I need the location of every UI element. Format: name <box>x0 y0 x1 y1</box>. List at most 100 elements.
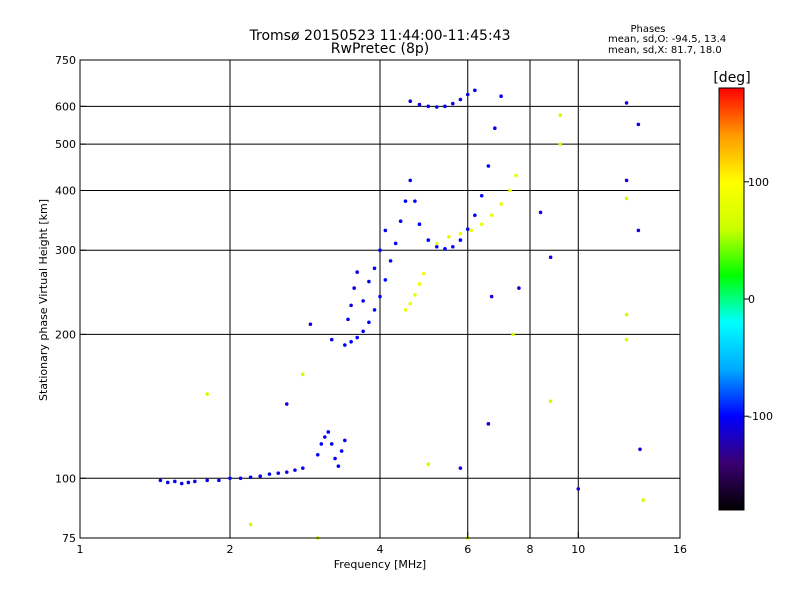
x-tick-label: 2 <box>227 543 234 556</box>
data-point <box>413 199 417 203</box>
colorbar <box>718 87 745 511</box>
x-tick-label: 4 <box>377 543 384 556</box>
data-point <box>426 238 431 242</box>
chart-title: Tromsø 20150523 11:44:00-11:45:43 <box>249 28 511 44</box>
data-point <box>276 471 281 475</box>
data-point <box>352 286 356 290</box>
stats-line-o: mean, sd,O: -94.5, 13.4 <box>608 34 726 45</box>
data-point <box>499 202 503 206</box>
data-point <box>489 213 494 218</box>
data-points <box>158 88 646 540</box>
data-point <box>413 293 417 297</box>
data-point <box>361 299 365 303</box>
colorbar-ticks: 100 0 -100 <box>744 176 773 423</box>
data-point <box>451 101 455 106</box>
data-point <box>372 266 377 271</box>
data-point <box>624 196 629 201</box>
data-point <box>408 99 413 103</box>
data-point <box>636 228 641 233</box>
data-point <box>248 475 253 480</box>
data-point <box>486 164 491 168</box>
data-point <box>473 213 477 218</box>
data-point <box>638 447 642 452</box>
data-point <box>473 88 477 93</box>
data-point <box>548 399 553 403</box>
data-point <box>624 312 629 317</box>
data-point <box>238 476 243 481</box>
data-point <box>205 392 209 396</box>
data-point <box>346 317 350 322</box>
data-point <box>558 113 563 117</box>
data-point <box>417 222 422 227</box>
data-point <box>511 332 515 337</box>
data-point <box>186 480 191 485</box>
y-tick-label: 100 <box>55 472 76 485</box>
data-point <box>258 474 263 479</box>
x-axis-label: Frequency [MHz] <box>334 558 426 571</box>
data-point <box>403 308 408 312</box>
data-point <box>301 372 305 377</box>
data-point <box>193 479 197 484</box>
data-point <box>319 442 324 446</box>
x-ticks: 1 2 4 6 8 10 16 <box>77 532 687 556</box>
data-point <box>624 337 629 342</box>
data-point <box>624 101 629 105</box>
data-point <box>349 303 353 308</box>
data-point <box>228 476 232 481</box>
data-point <box>393 241 398 246</box>
y-tick-label: 600 <box>55 100 76 113</box>
data-point <box>293 468 297 472</box>
data-point <box>417 102 422 107</box>
y-tick-label: 400 <box>55 184 76 197</box>
data-point <box>315 452 320 457</box>
y-axis-label: Stationary phase Virtual Height [km] <box>37 199 50 401</box>
data-point <box>267 472 272 476</box>
data-point <box>443 247 447 251</box>
data-point <box>408 301 413 306</box>
data-point <box>636 122 641 127</box>
data-point <box>336 464 341 468</box>
data-point <box>349 339 353 344</box>
data-point <box>465 92 470 97</box>
data-point <box>479 222 484 227</box>
data-point <box>173 479 177 484</box>
y-tick-label: 500 <box>55 138 76 151</box>
data-point <box>434 244 439 249</box>
data-point <box>383 278 388 282</box>
data-point <box>333 456 337 461</box>
y-tick-label: 75 <box>62 532 76 545</box>
data-point <box>434 105 439 109</box>
colorbar-label: [deg] <box>713 70 750 86</box>
x-tick-label: 10 <box>571 543 585 556</box>
data-point <box>434 241 439 246</box>
x-tick-label: 8 <box>527 543 534 556</box>
y-ticks: 75 100 200 300 400 500 600 750 <box>55 54 86 545</box>
data-point <box>641 498 646 502</box>
data-point <box>205 478 209 483</box>
data-point <box>301 466 305 470</box>
data-point <box>308 322 313 327</box>
data-point <box>388 259 393 263</box>
data-point <box>408 178 413 183</box>
x-tick-label: 6 <box>464 543 471 556</box>
data-point <box>355 335 359 340</box>
chart-subtitle: RwPretec (8p) <box>331 41 429 57</box>
data-point <box>465 227 470 231</box>
data-point <box>323 435 327 439</box>
data-point <box>378 248 382 253</box>
data-point <box>329 337 334 342</box>
stats-line-x: mean, sd,X: 81.7, 18.0 <box>608 45 722 56</box>
data-point <box>458 97 463 102</box>
data-point <box>248 522 253 527</box>
colorbar-tick-label: 100 <box>748 176 769 189</box>
data-point <box>514 173 518 178</box>
data-point <box>361 329 365 334</box>
data-point <box>493 126 497 130</box>
colorbar-tick-label: -100 <box>748 410 773 423</box>
data-point <box>558 142 563 146</box>
data-point <box>458 466 463 470</box>
data-point <box>179 481 184 486</box>
data-point <box>343 343 347 347</box>
data-point <box>372 308 377 312</box>
